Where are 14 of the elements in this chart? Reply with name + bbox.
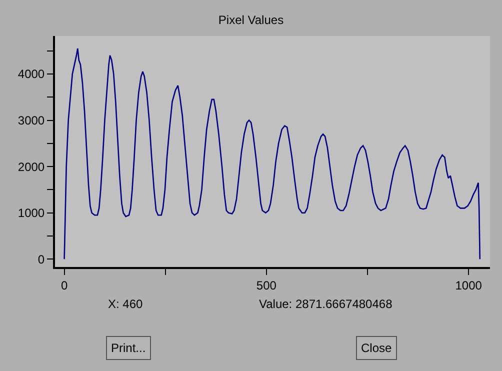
chart-title: Pixel Values xyxy=(218,13,284,28)
y-tick-label: 0 xyxy=(38,252,45,266)
text: X: 460 xyxy=(108,297,144,311)
y-tick-label: 2000 xyxy=(18,160,45,174)
y-tick-label: 4000 xyxy=(18,67,45,82)
x-tick-label: 1000 xyxy=(455,278,482,292)
x-tick-label: 500 xyxy=(256,278,277,292)
text: Value: 2871.6667480468 xyxy=(259,297,393,311)
y-tick-label: 1000 xyxy=(18,206,45,220)
x-tick-label: 0 xyxy=(60,278,68,292)
line-series xyxy=(64,48,481,260)
text: Print... xyxy=(111,341,146,355)
y-tick-label: 3000 xyxy=(18,113,45,128)
text: Close xyxy=(361,341,392,355)
